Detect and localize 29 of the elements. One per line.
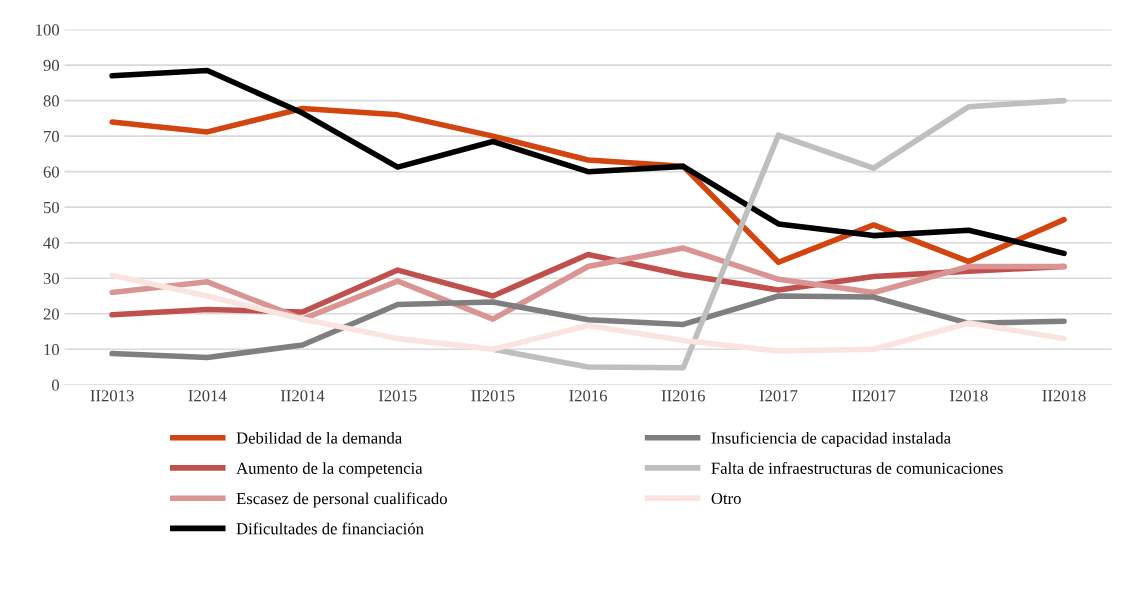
legend-label: Debilidad de la demanda [236, 431, 402, 444]
y-tick-label: 50 [43, 201, 60, 214]
x-tick-label: I2015 [378, 390, 417, 402]
x-tick-label: II2016 [661, 390, 705, 402]
legend-label: Escasez de personal cualificado [236, 492, 447, 508]
y-tick-label: 20 [43, 308, 60, 320]
y-tick-label: 40 [43, 237, 60, 249]
y-tick-label: 0 [51, 379, 60, 391]
legend-label: Insuficiencia de capacidad instalada [711, 431, 951, 448]
y-tick-label: 100 [36, 24, 60, 36]
legend-label: Falta de infraestructuras de comunicaciones [711, 461, 1003, 474]
x-tick-label: II2014 [280, 390, 325, 402]
y-tick-label: 90 [43, 59, 60, 72]
x-tick-label: II2018 [1042, 390, 1086, 402]
x-tick-label: II2013 [90, 390, 134, 402]
y-tick-label: 80 [43, 95, 60, 107]
legend-label: Aumento de la competencia [236, 462, 423, 478]
x-tick-label: I2016 [569, 390, 608, 402]
x-tick-label: I2018 [950, 390, 988, 402]
x-tick-label: II2015 [471, 390, 515, 402]
x-tick-label: II2017 [852, 390, 896, 402]
y-tick-label: 60 [43, 166, 60, 178]
legend-label: Otro [711, 492, 741, 505]
y-tick-label: 10 [44, 343, 60, 356]
x-tick-label: I2017 [759, 390, 798, 402]
y-tick-label: 70 [44, 130, 60, 143]
x-tick-label: I2014 [188, 390, 227, 402]
y-tick-label: 30 [43, 272, 60, 285]
legend-label: Dificultades de financiación [236, 522, 424, 535]
